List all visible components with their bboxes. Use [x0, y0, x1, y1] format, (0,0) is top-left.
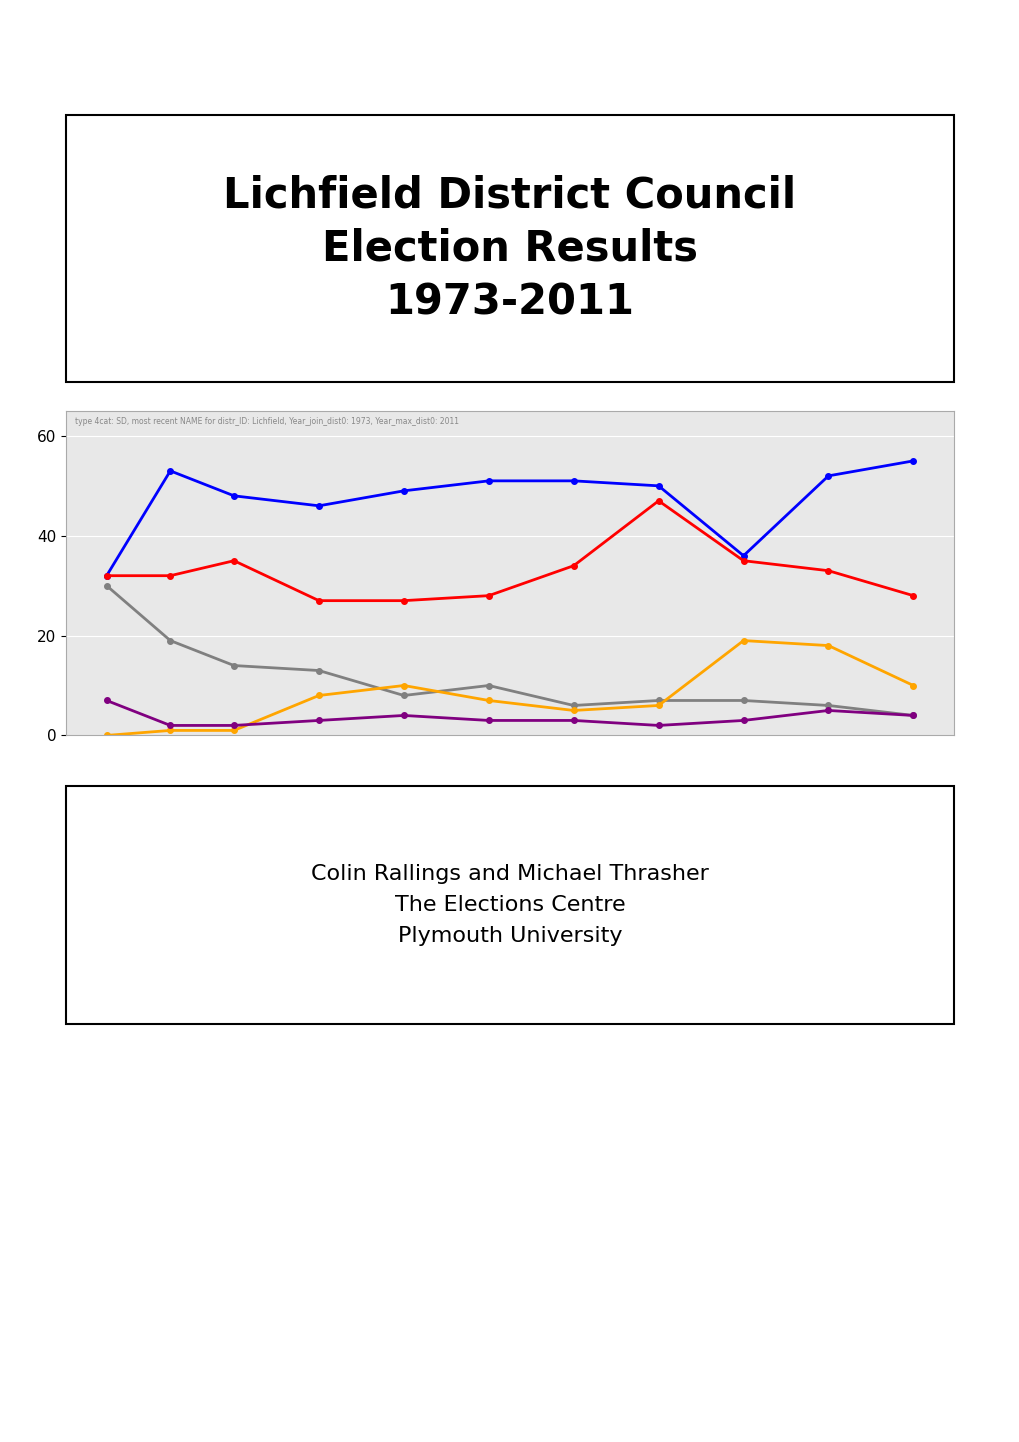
FancyBboxPatch shape: [66, 115, 953, 382]
Text: Lichfield District Council
Election Results
1973-2011: Lichfield District Council Election Resu…: [223, 174, 796, 323]
FancyBboxPatch shape: [66, 786, 953, 1024]
Text: Colin Rallings and Michael Thrasher
The Elections Centre
Plymouth University: Colin Rallings and Michael Thrasher The …: [311, 864, 708, 946]
Text: type 4cat: SD, most recent NAME for distr_ID: Lichfield, Year_join_dist0: 1973, : type 4cat: SD, most recent NAME for dist…: [75, 418, 459, 427]
